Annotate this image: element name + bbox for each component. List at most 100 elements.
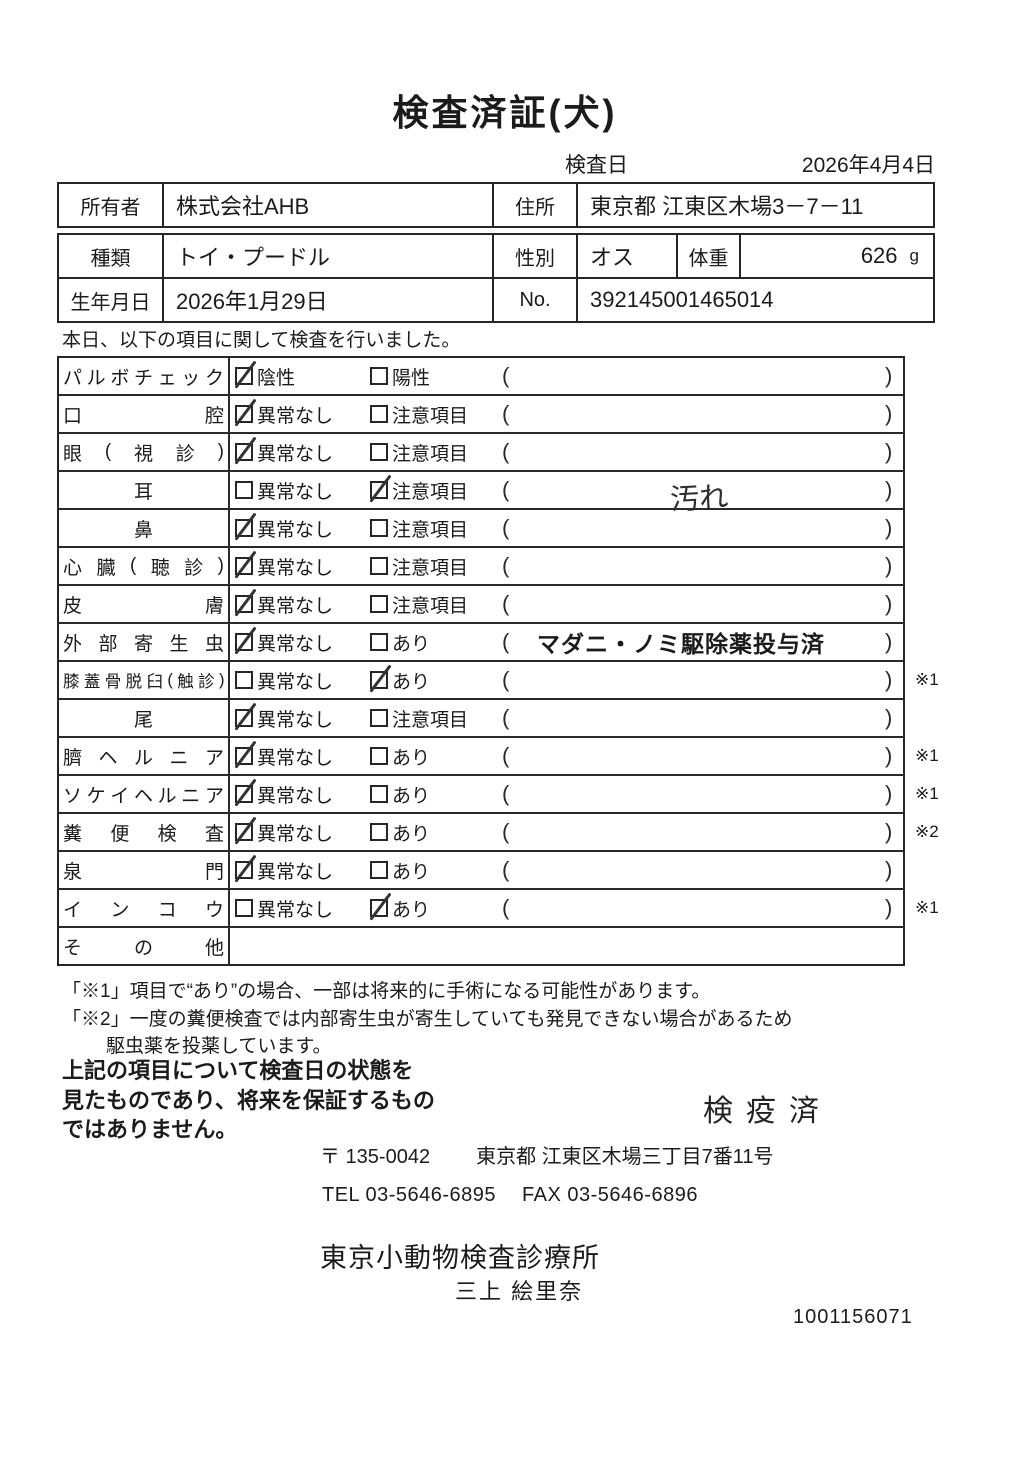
- pet-table-row: 生年月日 2026年1月29日 No. 392145001465014: [59, 277, 933, 321]
- item-label-char: ): [219, 670, 225, 689]
- item-label: 糞便検査: [59, 814, 230, 850]
- weight-value: 626 g: [741, 235, 933, 277]
- item-label: 皮膚: [59, 586, 230, 622]
- item-label-char: 臼: [146, 673, 164, 691]
- option-label: 異常なし: [257, 443, 334, 465]
- checklist-row: 心臓 (聴診) 異常なし 注意項目 (): [59, 546, 903, 584]
- paren-close: ): [885, 629, 893, 654]
- clinic-fax: FAX 03-5646-6896: [522, 1184, 698, 1206]
- owner-value: 株式会社AHB: [164, 184, 494, 226]
- paren-close: ): [885, 781, 893, 806]
- checkbox-icon: [235, 899, 253, 917]
- option: 注意項目: [370, 548, 468, 584]
- clinic-name: 東京小動物検査診療所: [320, 1243, 600, 1273]
- paren-close: ): [885, 401, 893, 426]
- checklist-row: 口腔 異常なし 注意項目 (): [59, 394, 903, 432]
- option-label: 注意項目: [392, 405, 469, 427]
- option-label: 異常なし: [257, 899, 334, 921]
- checkbox-icon: [370, 443, 388, 461]
- checkbox-icon: [370, 747, 388, 765]
- paren-close: ): [885, 705, 893, 730]
- option-label: 注意項目: [392, 709, 469, 731]
- checkbox-checked-icon: [370, 899, 388, 917]
- option: 陽性: [370, 358, 430, 394]
- option-label: 異常なし: [257, 709, 334, 731]
- option-label: 陽性: [392, 367, 431, 389]
- option-label: あり: [392, 633, 431, 655]
- checkbox-checked-icon: [235, 861, 253, 879]
- item-label-char: チ: [133, 367, 153, 389]
- item-label-char: 糞: [63, 823, 83, 845]
- item-label-char: 蓋: [83, 673, 101, 691]
- clinic-telfax-line: TEL 03-5646-6895 FAX 03-5646-6896: [322, 1184, 698, 1207]
- option: 異常なし: [235, 586, 333, 622]
- checkbox-icon: [370, 861, 388, 879]
- paren-open: (: [502, 743, 510, 768]
- option: 異常なし: [235, 434, 333, 470]
- item-label-char: イ: [110, 785, 130, 807]
- weight-unit: g: [909, 246, 919, 265]
- item-label-char: 眼: [63, 443, 83, 465]
- paren-open: (: [502, 629, 510, 654]
- checkbox-icon: [370, 785, 388, 803]
- item-label-char: ): [217, 555, 224, 576]
- pet-table-row: 種類 トイ・プードル 性別 オス 体重 626 g: [59, 235, 933, 277]
- item-label-char: ケ: [86, 785, 106, 807]
- item-label-char: 他: [204, 937, 224, 959]
- item-label-char: ニ: [181, 785, 201, 807]
- footnote-3: 駆虫薬を投薬しています。: [106, 1036, 332, 1057]
- checklist-row: 尾 異常なし 注意項目 (): [59, 698, 903, 736]
- checklist-row: 臍ヘルニア 異常なし あり () ※1: [59, 736, 939, 774]
- checklist-row: 外部寄生虫 異常なし あり () マダニ・ノミ駆除薬投与済: [59, 622, 903, 660]
- birthdate-label: 生年月日: [59, 279, 164, 321]
- item-label-char: 泉: [63, 861, 83, 883]
- item-label-char: 検: [157, 823, 177, 845]
- option-label: 異常なし: [257, 405, 334, 427]
- item-label: 外部寄生虫: [59, 624, 230, 660]
- paren-open: (: [502, 477, 510, 502]
- checkbox-icon: [370, 633, 388, 651]
- paren-open: (: [502, 401, 510, 426]
- item-label-char: そ: [63, 937, 83, 959]
- option: 注意項目: [370, 700, 468, 736]
- item-label-char: ル: [157, 785, 177, 807]
- paren-open: (: [502, 667, 510, 692]
- item-label-char: 耳: [133, 481, 153, 503]
- paren-open: (: [502, 363, 510, 388]
- checklist-row: 糞 便 検 査 異常なし あり () ※2: [59, 812, 939, 850]
- checkbox-icon: [370, 557, 388, 575]
- paren-open: (: [502, 781, 510, 806]
- item-label: インコウ: [59, 890, 230, 926]
- item-label-char: 鼻: [133, 519, 153, 541]
- item-label-char: 口: [63, 405, 83, 427]
- item-label-char: 便: [110, 823, 130, 845]
- option-label: 異常なし: [257, 595, 334, 617]
- sex-value: オス: [578, 235, 678, 277]
- inspection-date-label: 検査日: [565, 154, 628, 177]
- veterinarian-name: 三上 絵里奈: [455, 1279, 584, 1304]
- item-label-char: ク: [204, 367, 224, 389]
- option: あり: [370, 738, 430, 774]
- option: 注意項目: [370, 472, 468, 508]
- item-label-char: ン: [110, 899, 130, 921]
- item-label: 口腔: [59, 396, 230, 432]
- weight-number: 626: [860, 243, 898, 268]
- checklist-row: 膝蓋骨脱臼(触診) 異常なし あり() ※1: [59, 660, 939, 698]
- option-label: 異常なし: [257, 557, 334, 579]
- item-label-char: ェ: [157, 367, 177, 389]
- option: 異常なし: [235, 396, 333, 432]
- option: あり: [370, 890, 430, 926]
- option-label: 陰性: [257, 367, 296, 389]
- item-label-char: パ: [63, 367, 83, 389]
- footnote-2: 「※2」一度の糞便検査では内部寄生虫が寄生していても発見できない場合があるため: [62, 1009, 793, 1030]
- checklist-row: 眼 (視診) 異常なし 注意項目 (): [59, 432, 903, 470]
- no-label: No.: [494, 279, 578, 321]
- option-label: 注意項目: [392, 595, 469, 617]
- item-label-char: 骨: [104, 673, 122, 691]
- item-label-char: 皮: [63, 595, 83, 617]
- paren-open: (: [502, 895, 510, 920]
- checkbox-icon: [235, 481, 253, 499]
- item-label: ソケイヘルニア: [59, 776, 230, 812]
- owner-label: 所有者: [59, 184, 164, 226]
- paren-close: ): [885, 667, 893, 692]
